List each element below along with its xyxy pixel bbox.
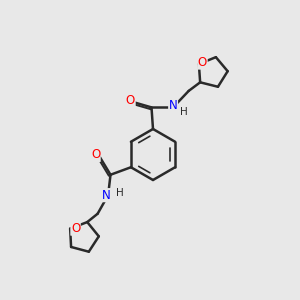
Text: O: O <box>198 56 207 69</box>
Text: O: O <box>126 94 135 107</box>
Text: O: O <box>71 222 80 235</box>
Text: H: H <box>116 188 123 198</box>
Text: N: N <box>169 98 178 112</box>
Text: H: H <box>180 107 188 117</box>
Text: O: O <box>91 148 100 161</box>
Text: N: N <box>102 189 111 202</box>
